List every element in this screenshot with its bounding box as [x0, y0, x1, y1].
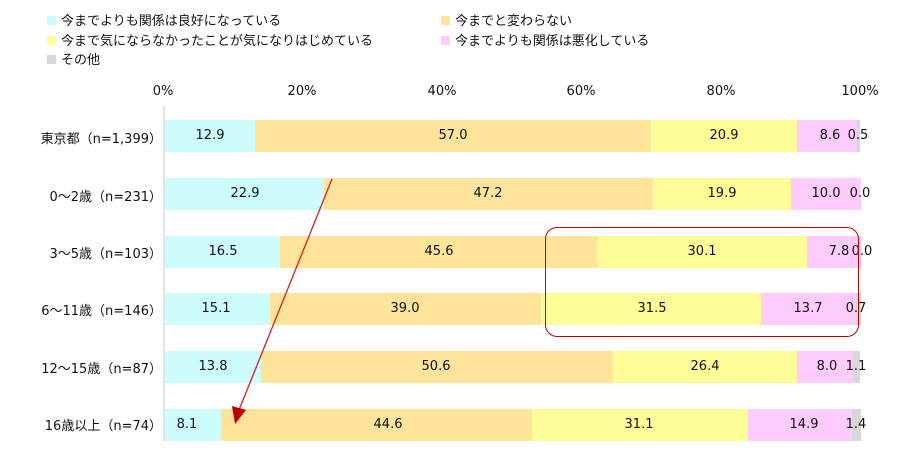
bar-segment-other — [856, 120, 861, 152]
category-label-age-6-11: 6～11歳（n=146） — [41, 304, 162, 319]
legend-swatch-worsened — [441, 36, 450, 45]
bar-segment-worsened — [797, 120, 857, 152]
x-tick-0: 0% — [152, 84, 174, 99]
value-label: 19.9 — [707, 186, 737, 201]
bar-row-age-0-2: 22.9 47.2 19.9 10.0 0.0 — [165, 178, 870, 210]
value-label: 1.1 — [845, 359, 867, 374]
bar-segment-unchanged — [270, 293, 542, 325]
legend-item-other: その他 — [47, 53, 100, 69]
legend-label: 今までと変わらない — [455, 14, 573, 29]
value-label: 8.6 — [819, 128, 841, 143]
value-label: 31.1 — [624, 417, 654, 432]
value-label: 57.0 — [438, 128, 468, 143]
bar-segment-newly-bothered — [613, 351, 797, 383]
value-label: 0.0 — [851, 244, 873, 259]
legend-swatch-other — [47, 55, 56, 64]
value-label: 1.4 — [845, 417, 867, 432]
category-label-age-3-5: 3～5歳（n=103） — [49, 247, 163, 262]
legend-item-worsened: 今までよりも関係は悪化している — [441, 34, 649, 50]
bar-segment-newly-bothered — [597, 236, 807, 268]
value-label: 50.6 — [421, 359, 451, 374]
value-label: 8.1 — [176, 417, 198, 432]
value-label: 26.4 — [690, 359, 720, 374]
bar-segment-other — [852, 409, 861, 441]
x-tick-60: 60% — [566, 84, 596, 99]
legend-item-improved: 今までよりも関係は良好になっている — [47, 14, 281, 30]
value-label: 39.0 — [390, 301, 420, 316]
value-label: 7.8 — [828, 244, 850, 259]
value-label: 16.5 — [208, 244, 238, 259]
bar-segment-improved — [165, 178, 325, 210]
category-label-age-0-2: 0～2歳（n=231） — [49, 190, 163, 205]
bar-row-tokyo: 12.9 57.0 20.9 8.6 0.5 — [165, 120, 868, 152]
value-label: 47.2 — [473, 186, 503, 201]
bar-segment-worsened — [760, 293, 857, 325]
value-label: 8.0 — [816, 359, 838, 374]
bar-segment-improved — [165, 293, 271, 325]
x-tick-20: 20% — [287, 84, 317, 99]
value-label: 13.7 — [793, 301, 823, 316]
value-label: 31.5 — [637, 301, 667, 316]
bar-segment-worsened — [748, 409, 852, 441]
legend-swatch-unchanged — [441, 16, 450, 25]
y-axis-line — [163, 106, 165, 441]
bar-segment-newly-bothered — [652, 178, 792, 210]
bar-segment-improved — [165, 351, 261, 383]
category-label-tokyo: 東京都（n=1,399） — [40, 132, 162, 147]
value-label: 30.1 — [687, 244, 717, 259]
legend-label: 今までよりも関係は良好になっている — [61, 14, 282, 29]
bar-row-age-16-plus: 8.1 44.6 31.1 14.9 1.4 — [165, 409, 866, 441]
legend-item-newly-bothered: 今まで気にならなかったことが気になりはじめている — [47, 34, 373, 50]
bar-segment-other — [852, 351, 861, 383]
legend-label: その他 — [61, 53, 101, 68]
bar-segment-newly-bothered — [651, 120, 797, 152]
legend-item-unchanged: 今までと変わらない — [441, 14, 572, 30]
bar-segment-improved — [165, 236, 280, 268]
bar-segment-worsened — [791, 178, 861, 210]
bar-row-age-6-11: 15.1 39.0 31.5 13.7 0.7 — [165, 293, 866, 325]
value-label: 0.7 — [845, 301, 867, 316]
bar-segment-improved — [165, 120, 255, 152]
value-label: 13.8 — [198, 359, 228, 374]
value-label: 0.5 — [847, 128, 869, 143]
value-label: 14.9 — [789, 417, 819, 432]
x-tick-100: 100% — [841, 84, 879, 99]
highlight-box-annotation — [545, 227, 859, 337]
value-label: 10.0 — [811, 186, 841, 201]
bar-segment-unchanged — [254, 120, 652, 152]
bar-segment-unchanged — [261, 351, 614, 383]
bar-segment-newly-bothered — [541, 293, 761, 325]
legend-swatch-newly-bothered — [47, 36, 56, 45]
bar-segment-unchanged — [221, 409, 532, 441]
bar-segment-worsened — [796, 351, 853, 383]
legend-swatch-improved — [47, 16, 56, 25]
bar-row-age-12-15: 13.8 50.6 26.4 8.0 1.1 — [165, 351, 866, 383]
x-tick-80: 80% — [706, 84, 736, 99]
legend-label: 今まで気にならなかったことが気になりはじめている — [61, 34, 374, 49]
value-label: 20.9 — [709, 128, 739, 143]
bar-segment-unchanged — [324, 178, 653, 210]
bar-segment-improved — [165, 409, 222, 441]
bar-segment-unchanged — [279, 236, 598, 268]
bar-row-age-3-5: 16.5 45.6 30.1 7.8 0.0 — [165, 236, 872, 268]
value-label: 44.6 — [373, 417, 403, 432]
bar-segment-newly-bothered — [531, 409, 749, 441]
value-label: 22.9 — [230, 186, 260, 201]
x-tick-40: 40% — [427, 84, 457, 99]
category-label-age-12-15: 12～15歳（n=87） — [41, 362, 162, 377]
legend-label: 今までよりも関係は悪化している — [455, 34, 650, 49]
value-label: 15.1 — [201, 301, 231, 316]
bar-segment-worsened — [806, 236, 861, 268]
category-label-age-16-plus: 16歳以上（n=74） — [44, 419, 162, 434]
value-label: 0.0 — [849, 186, 871, 201]
value-label: 45.6 — [424, 244, 454, 259]
value-label: 12.9 — [195, 128, 225, 143]
